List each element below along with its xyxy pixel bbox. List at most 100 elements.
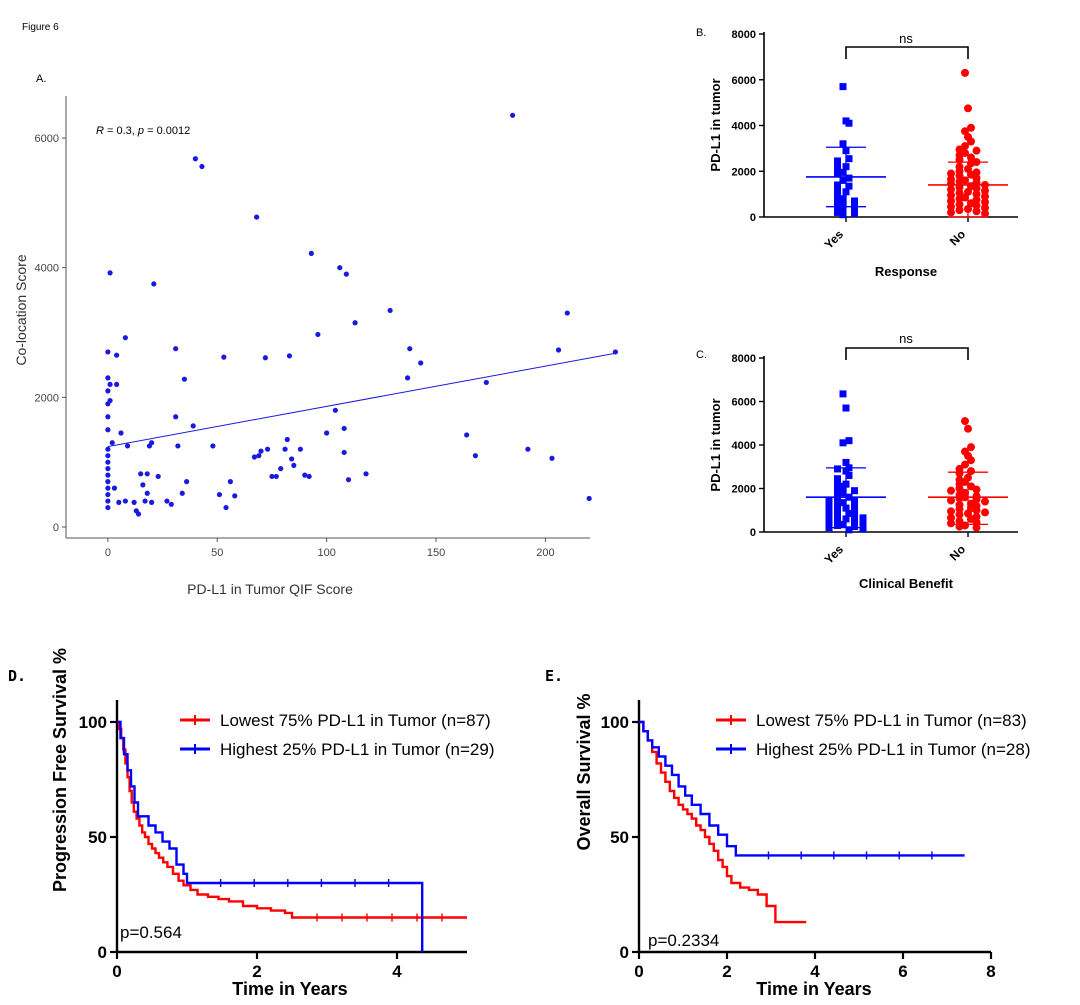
c-point-no xyxy=(947,519,955,528)
c-point-yes xyxy=(851,496,858,504)
panel-e-plot-area: 0 50 100 0 2 4 6 8 Lowest 75% PD-L1 in Tumor (n=… xyxy=(601,700,1031,981)
a-data-point xyxy=(352,320,358,326)
e-legend-label-blue: Highest 25% PD-L1 in Tumor (n=28) xyxy=(756,740,1031,759)
b-point-yes xyxy=(845,182,853,190)
c-y-tick-label: 0 xyxy=(750,527,756,539)
a-data-point xyxy=(105,472,111,478)
c-point-yes xyxy=(851,502,858,510)
c-point-yes xyxy=(839,390,847,398)
a-data-point xyxy=(418,360,424,366)
b-point-yes xyxy=(839,199,847,207)
c-point-yes xyxy=(834,511,841,519)
b-point-no xyxy=(972,201,981,210)
a-data-point xyxy=(144,490,150,496)
a-data-point xyxy=(564,310,570,316)
c-point-yes xyxy=(834,506,841,514)
a-data-point xyxy=(251,454,258,460)
b-point-no xyxy=(955,171,964,180)
a-data-point xyxy=(363,471,369,477)
b-point-yes xyxy=(834,208,841,216)
b-point-no xyxy=(981,192,989,201)
b-point-yes xyxy=(839,211,847,219)
a-data-point xyxy=(131,499,137,505)
c-point-yes xyxy=(825,513,833,521)
a-data-point xyxy=(173,414,179,420)
d-x-tick-label: 4 xyxy=(392,962,402,981)
e-y-tick-label: 50 xyxy=(610,828,629,847)
b-point-no xyxy=(947,179,955,188)
b-y-tick-label: 4000 xyxy=(732,121,756,133)
a-data-point xyxy=(122,335,128,341)
panel-d: D. 0 50 100 0 2 4 Lowest 75% PD-L1 in Tumor (n… xyxy=(8,648,495,999)
c-point-yes xyxy=(834,486,841,494)
b-y-tick-label: 8000 xyxy=(732,29,756,41)
a-data-point xyxy=(179,490,185,496)
a-x-tick-label: 200 xyxy=(536,547,554,559)
c-point-yes xyxy=(851,517,858,525)
b-point-yes xyxy=(834,196,841,204)
a-data-point xyxy=(111,485,118,491)
a-y-tick-label: 0 xyxy=(53,522,59,534)
b-x-tick-label: No xyxy=(947,227,968,248)
a-data-point xyxy=(324,430,330,436)
c-point-yes xyxy=(825,518,833,526)
a-data-point xyxy=(464,432,470,438)
a-data-point xyxy=(525,446,531,452)
d-y-tick-label: 0 xyxy=(98,943,107,962)
a-data-point xyxy=(254,214,260,220)
b-point-no xyxy=(981,186,989,195)
c-point-yes xyxy=(834,501,841,509)
b-point-yes xyxy=(845,174,853,182)
a-data-point xyxy=(164,498,170,504)
a-x-tick-label: 0 xyxy=(105,547,111,559)
c-point-yes xyxy=(825,508,833,516)
a-data-point xyxy=(269,473,275,480)
b-point-no xyxy=(981,203,989,212)
b-point-no xyxy=(981,198,989,207)
figure-title: Figure 6 xyxy=(22,22,59,33)
e-x-tick-label: 8 xyxy=(986,962,995,981)
c-point-no xyxy=(981,508,989,517)
a-data-point xyxy=(306,473,312,480)
b-point-no xyxy=(972,190,981,199)
a-data-point xyxy=(341,425,347,432)
b-point-yes xyxy=(851,197,858,205)
c-point-yes xyxy=(851,487,858,495)
a-data-point xyxy=(124,443,131,449)
a-data-point xyxy=(278,466,284,472)
c-point-no xyxy=(972,506,981,515)
c-point-yes xyxy=(834,494,841,502)
panel-b-significance: ns xyxy=(899,31,913,46)
b-y-tick-label: 6000 xyxy=(732,75,756,87)
b-point-no xyxy=(955,200,964,209)
a-data-point xyxy=(140,482,146,488)
b-point-no xyxy=(967,123,975,132)
c-point-yes xyxy=(839,482,847,490)
a-data-point xyxy=(155,473,161,480)
a-data-point xyxy=(105,504,111,511)
a-data-point xyxy=(105,427,111,433)
b-point-no xyxy=(955,206,964,215)
a-data-point xyxy=(109,440,115,446)
b-point-yes xyxy=(834,164,841,172)
c-point-yes xyxy=(859,514,867,522)
panel-c-x-axis-title: Clinical Benefit xyxy=(859,576,954,591)
a-data-point xyxy=(105,485,111,491)
b-point-no xyxy=(947,208,955,217)
c-point-no xyxy=(961,417,969,426)
e-y-tick-label: 0 xyxy=(620,943,629,962)
b-point-yes xyxy=(839,195,847,203)
d-legend-label-blue: Highest 25% PD-L1 in Tumor (n=29) xyxy=(220,740,495,759)
a-data-point xyxy=(105,414,111,420)
b-point-no xyxy=(955,177,964,186)
d-y-tick-label: 100 xyxy=(79,713,107,732)
a-data-point xyxy=(184,479,190,485)
a-data-point xyxy=(142,498,148,504)
a-data-point xyxy=(138,471,144,477)
a-data-point xyxy=(135,511,142,517)
a-data-point xyxy=(210,443,216,449)
b-point-no xyxy=(967,153,975,162)
panel-b-y-axis-title: PD-L1 in tumor xyxy=(708,78,723,171)
a-data-point xyxy=(332,407,338,413)
